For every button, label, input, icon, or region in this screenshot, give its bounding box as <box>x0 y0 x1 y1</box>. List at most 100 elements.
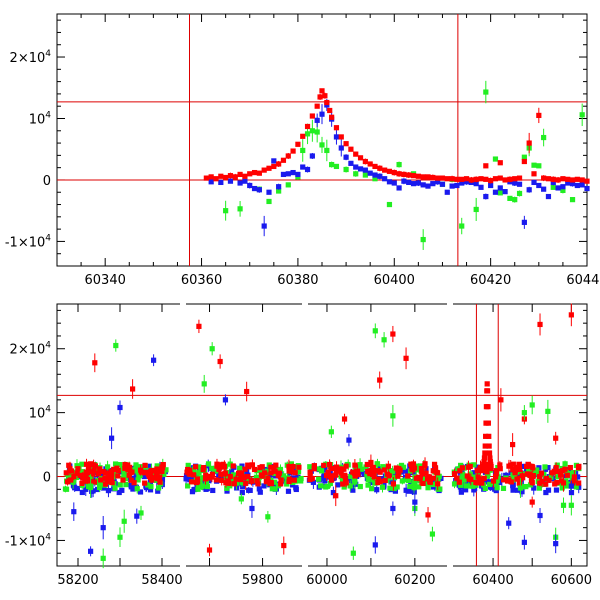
data-point <box>259 473 265 479</box>
y-tick-label: 2×104 <box>10 49 52 66</box>
data-point <box>497 175 503 181</box>
data-point <box>355 465 361 471</box>
data-point <box>325 469 331 475</box>
data-point <box>420 182 426 188</box>
data-point <box>208 174 214 180</box>
data-point <box>481 461 487 467</box>
data-point <box>353 151 359 157</box>
data-point <box>560 480 567 486</box>
data-point <box>506 520 512 526</box>
data-point <box>545 176 552 182</box>
data-point <box>454 475 460 481</box>
data-point <box>207 473 213 480</box>
data-point <box>553 541 559 547</box>
data-point <box>280 171 287 178</box>
data-point <box>333 468 339 474</box>
data-point <box>444 176 450 182</box>
data-point <box>95 470 102 477</box>
data-point <box>406 172 412 178</box>
data-point <box>249 505 255 512</box>
data-point <box>117 462 123 468</box>
data-point <box>519 489 525 495</box>
data-point <box>372 176 378 182</box>
data-point <box>372 172 378 178</box>
data-point <box>513 464 519 471</box>
data-point <box>385 463 391 469</box>
data-point <box>343 480 349 486</box>
x-tick-label: 60360 <box>181 273 222 288</box>
x-tick-label: 60420 <box>470 273 511 288</box>
data-point <box>351 470 357 476</box>
data-point <box>218 179 224 186</box>
outliers-red <box>92 303 574 557</box>
x-tick-label: 60400 <box>374 273 415 288</box>
data-point <box>233 476 239 482</box>
data-point <box>203 479 210 485</box>
axis-break <box>302 564 308 568</box>
x-tick-label: 58400 <box>141 573 182 588</box>
data-point <box>579 182 585 188</box>
data-point <box>202 476 209 482</box>
data-point <box>341 416 348 422</box>
data-point <box>549 470 555 476</box>
data-point <box>134 513 140 519</box>
data-point <box>560 184 566 190</box>
data-point <box>584 178 590 184</box>
data-point <box>114 465 120 471</box>
data-point <box>290 148 296 154</box>
data-point <box>238 496 244 502</box>
data-point <box>142 462 148 468</box>
data-point <box>553 465 559 471</box>
data-point <box>570 480 576 486</box>
data-point <box>343 166 349 173</box>
data-point <box>347 483 353 489</box>
data-point <box>104 464 111 470</box>
data-point <box>317 94 323 100</box>
data-point <box>90 488 96 494</box>
data-point <box>221 463 227 470</box>
data-point <box>357 462 363 468</box>
data-point <box>526 187 532 193</box>
data-point <box>238 476 244 483</box>
data-point <box>307 464 313 470</box>
data-point <box>531 179 537 186</box>
data-point <box>209 346 215 352</box>
data-point <box>486 433 492 439</box>
data-point <box>498 397 504 403</box>
data-point <box>149 475 155 481</box>
outliers-green <box>88 323 574 569</box>
data-point <box>488 177 494 184</box>
data-point <box>237 171 243 178</box>
data-point <box>425 183 431 189</box>
data-point <box>374 461 380 467</box>
data-point <box>530 472 536 479</box>
data-point <box>185 462 191 468</box>
data-point <box>516 190 523 197</box>
data-point <box>545 408 551 414</box>
data-point <box>307 476 313 483</box>
data-point <box>113 342 119 349</box>
data-point <box>112 485 118 491</box>
data-point <box>137 489 144 495</box>
data-point <box>191 472 197 478</box>
data-point <box>355 471 361 478</box>
data-point <box>259 469 265 475</box>
data-point <box>459 180 465 186</box>
data-point <box>188 479 195 485</box>
data-point <box>333 163 340 170</box>
data-point <box>412 480 418 486</box>
data-point <box>148 467 155 474</box>
data-point <box>135 466 141 472</box>
data-point <box>574 182 580 189</box>
data-point <box>275 472 281 478</box>
data-point <box>510 482 516 488</box>
data-point <box>97 466 103 472</box>
data-point <box>431 475 437 481</box>
data-point <box>343 154 349 160</box>
data-point <box>74 485 81 492</box>
data-point <box>290 169 296 176</box>
data-point <box>369 486 375 492</box>
data-point <box>155 485 162 491</box>
data-point <box>251 169 258 176</box>
